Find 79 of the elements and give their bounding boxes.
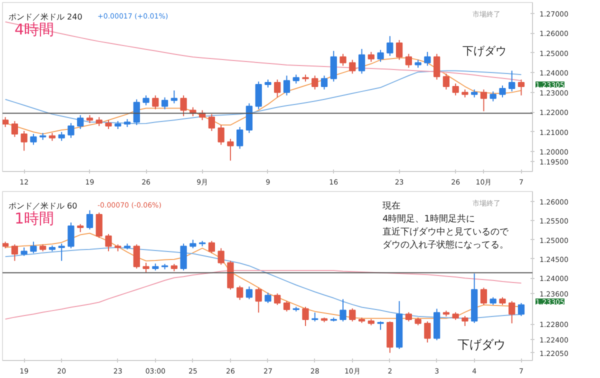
candlestick	[30, 241, 37, 254]
candlestick	[255, 287, 262, 314]
candlestick	[518, 79, 525, 96]
candlestick	[452, 83, 459, 96]
candlestick	[133, 98, 140, 126]
candlestick	[236, 126, 244, 150]
candlestick	[340, 298, 346, 322]
candlestick	[508, 300, 516, 324]
annotation: 1時間	[14, 210, 54, 228]
candlestick	[424, 320, 431, 343]
candlestick	[283, 75, 290, 96]
candlestick	[152, 94, 159, 110]
candlestick	[405, 312, 412, 322]
candlestick	[218, 124, 224, 146]
candlestick	[105, 234, 112, 252]
candlestick	[480, 287, 488, 306]
candlestick	[142, 262, 150, 273]
candlestick	[349, 59, 356, 74]
candlestick	[180, 94, 187, 117]
line-series	[4, 21, 522, 82]
candlestick	[480, 88, 488, 112]
candlestick	[424, 51, 431, 66]
candlestick	[68, 122, 74, 138]
candlestick	[246, 286, 253, 300]
candlestick	[396, 40, 403, 60]
candlestick	[340, 53, 346, 66]
candlestick	[77, 114, 84, 130]
candlestick	[330, 50, 337, 82]
annotation: 直近下げダウ中と見ているので	[382, 226, 510, 238]
candlestick	[264, 292, 272, 304]
line-series	[4, 270, 522, 320]
annotation: ダウの入れ子状態になってる。	[382, 240, 508, 250]
candlestick	[68, 222, 74, 249]
candlestick	[499, 85, 506, 98]
candlestick	[2, 116, 9, 128]
candlestick	[30, 133, 37, 146]
text: ポンド／米ドル 60	[8, 202, 78, 210]
candlestick	[442, 73, 450, 90]
candlestick	[358, 48, 366, 74]
annotation: 現在	[382, 200, 400, 212]
candlestick	[508, 70, 516, 92]
candlestick	[133, 244, 140, 270]
candlestick	[274, 292, 281, 306]
candlestick	[227, 138, 234, 162]
candlestick	[86, 210, 94, 230]
candlestick	[142, 94, 150, 106]
candlestick	[312, 75, 318, 90]
candlestick	[11, 244, 18, 262]
candlestick	[170, 90, 178, 104]
candlestick	[236, 285, 244, 300]
candlestick	[405, 53, 412, 68]
candlestick	[320, 75, 328, 90]
candlestick	[490, 90, 496, 102]
candlestick	[349, 308, 356, 322]
candlestick	[246, 102, 253, 134]
candlestick	[11, 120, 18, 138]
candlestick	[96, 212, 102, 238]
annotation: 下げダウ	[458, 338, 506, 352]
candlestick	[302, 306, 309, 327]
candlestick	[20, 130, 28, 152]
candlestick	[386, 36, 394, 56]
candlestick	[518, 302, 525, 317]
candlestick	[180, 243, 187, 271]
annotation: 4時間	[14, 20, 54, 38]
candlestick	[218, 248, 224, 266]
text: ポンド／米ドル 240	[8, 12, 82, 22]
candlestick	[274, 79, 281, 98]
candlestick	[58, 243, 65, 262]
candlestick	[208, 240, 215, 254]
candlestick	[462, 316, 468, 327]
candlestick	[283, 300, 290, 312]
annotation: 4時間足、1時間足共に	[382, 214, 475, 224]
annotation: 下げダウ	[462, 44, 506, 58]
candlestick	[208, 114, 215, 132]
candlestick	[434, 53, 440, 80]
candlestick	[255, 81, 262, 110]
candlestick	[368, 51, 374, 62]
candlestick	[161, 96, 168, 110]
candlestick	[377, 49, 384, 62]
